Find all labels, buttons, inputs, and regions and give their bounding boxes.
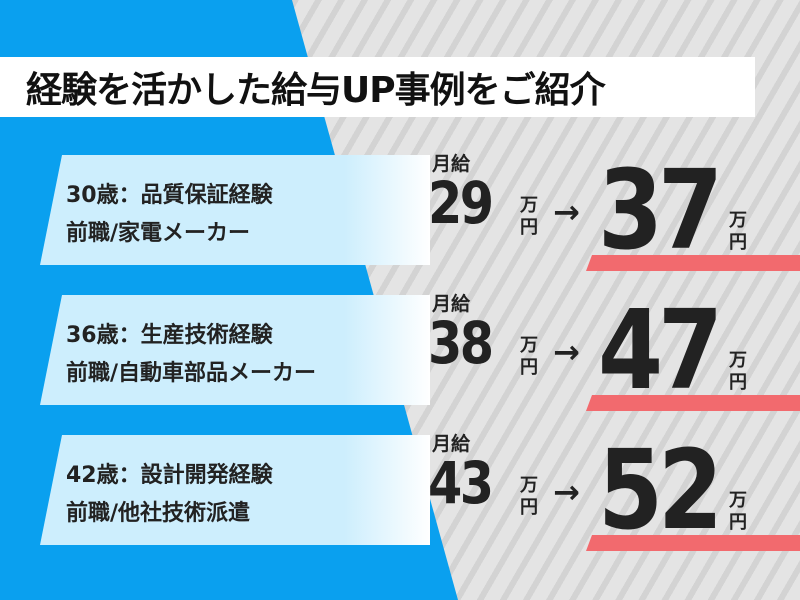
case-previous-job: 前職/家電メーカー	[66, 221, 251, 246]
page-title: 経験を活かした給与UP事例をご紹介	[26, 70, 606, 111]
highlight-bar	[586, 535, 800, 551]
case-row: 36歳：生産技術経験 前職/自動車部品メーカー 月給 38 万円 → 47 万円	[0, 286, 800, 414]
monthly-salary-label: 月給	[432, 433, 471, 455]
salary-before: 43	[428, 449, 494, 517]
case-row: 42歳：設計開発経験 前職/他社技術派遣 月給 43 万円 → 52 万円	[0, 426, 800, 554]
salary-before-unit: 万円	[520, 475, 538, 518]
salary-after: 37	[598, 146, 723, 274]
title-banner: 経験を活かした給与UP事例をご紹介	[0, 57, 755, 117]
monthly-salary-label: 月給	[432, 153, 471, 175]
highlight-bar	[586, 395, 800, 411]
case-profile: 42歳：設計開発経験	[66, 463, 273, 488]
case-card: 42歳：設計開発経験 前職/他社技術派遣	[40, 435, 430, 545]
salary-before-unit: 万円	[520, 335, 538, 378]
salary-after-unit: 万円	[729, 350, 747, 393]
case-previous-job: 前職/自動車部品メーカー	[66, 361, 317, 386]
arrow-icon: →	[553, 473, 580, 511]
salary-before-unit: 万円	[520, 195, 538, 238]
salary-after-unit: 万円	[729, 210, 747, 253]
case-profile: 36歳：生産技術経験	[66, 323, 273, 348]
arrow-icon: →	[553, 333, 580, 371]
case-card: 36歳：生産技術経験 前職/自動車部品メーカー	[40, 295, 430, 405]
case-previous-job: 前職/他社技術派遣	[66, 501, 251, 526]
salary-after: 52	[598, 426, 723, 554]
monthly-salary-label: 月給	[432, 293, 471, 315]
salary-before: 29	[428, 169, 494, 237]
salary-after: 47	[598, 286, 723, 414]
case-card: 30歳：品質保証経験 前職/家電メーカー	[40, 155, 430, 265]
salary-after-unit: 万円	[729, 490, 747, 533]
case-row: 30歳：品質保証経験 前職/家電メーカー 月給 29 万円 → 37 万円	[0, 146, 800, 274]
highlight-bar	[586, 255, 800, 271]
arrow-icon: →	[553, 193, 580, 231]
salary-before: 38	[428, 309, 494, 377]
case-profile: 30歳：品質保証経験	[66, 183, 273, 208]
